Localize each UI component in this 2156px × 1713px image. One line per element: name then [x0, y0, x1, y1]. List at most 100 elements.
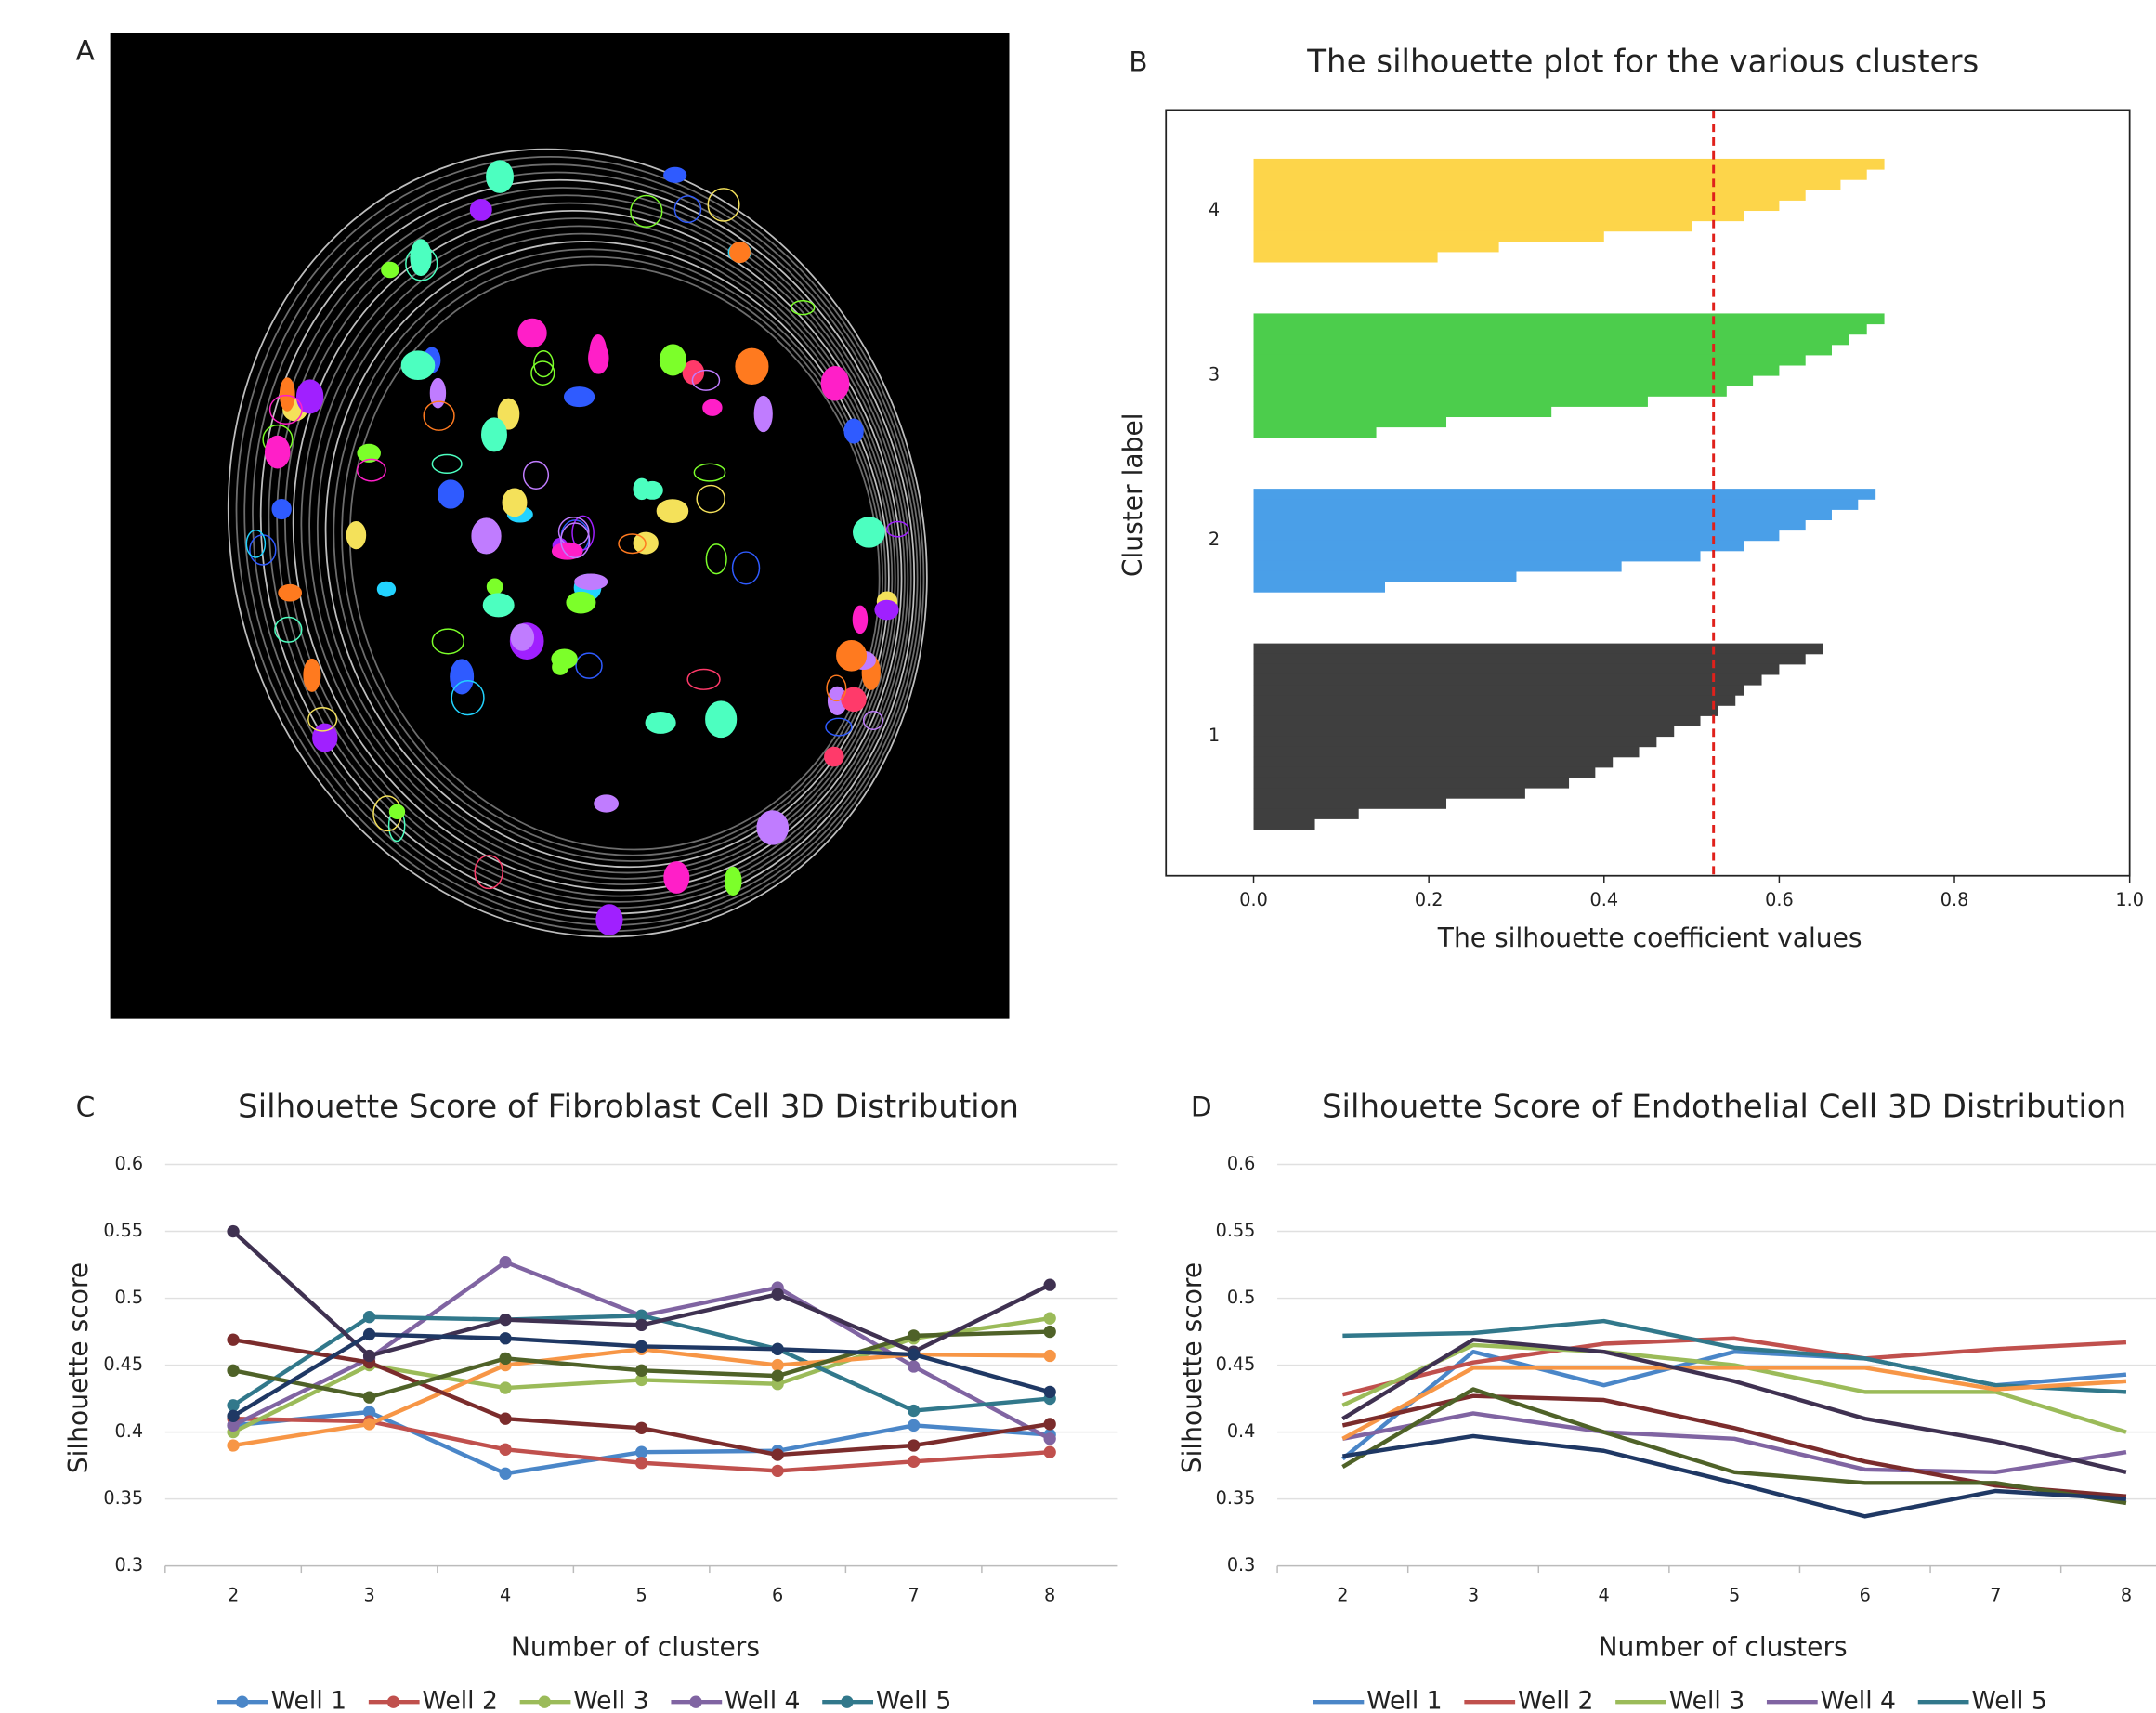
legend-label: Well 2 — [1518, 1687, 1593, 1713]
cell — [511, 624, 533, 650]
silhouette-bar — [1254, 705, 1718, 716]
cell — [825, 747, 843, 765]
x-tick-label: 3 — [1468, 1585, 1479, 1606]
silhouette-bar — [1254, 654, 1806, 665]
cell — [567, 593, 595, 613]
cell — [575, 574, 608, 589]
y-tick-label: 0.35 — [1216, 1487, 1256, 1509]
data-point — [499, 1444, 511, 1456]
cell — [565, 387, 595, 407]
x-tick-label: 8 — [1044, 1585, 1055, 1606]
data-point — [635, 1457, 647, 1469]
silhouette-bar — [1254, 242, 1499, 253]
silhouette-bar — [1254, 808, 1359, 819]
x-tick-label: 0.0 — [1239, 889, 1268, 910]
data-point — [363, 1418, 375, 1430]
silhouette-bar — [1254, 386, 1727, 397]
data-point — [363, 1350, 375, 1362]
chart-title: Silhouette Score of Fibroblast Cell 3D D… — [238, 1088, 1019, 1125]
page: A BThe silhouette plot for the various c… — [0, 0, 2156, 1713]
silhouette-bar — [1254, 818, 1315, 830]
y-tick-label: 2 — [1209, 529, 1220, 550]
cell — [657, 500, 687, 522]
data-point — [1044, 1446, 1056, 1458]
y-tick-label: 0.4 — [115, 1420, 144, 1442]
cell — [482, 418, 506, 451]
data-point — [908, 1419, 920, 1432]
cell — [589, 343, 608, 373]
silhouette-bar — [1254, 798, 1446, 809]
cell — [488, 579, 503, 595]
data-point — [1044, 1313, 1056, 1325]
x-tick-label: 7 — [1990, 1585, 2001, 1606]
data-point — [771, 1448, 783, 1460]
y-tick-label: 1 — [1209, 725, 1220, 746]
data-point — [771, 1359, 783, 1371]
x-tick-label: 8 — [2121, 1585, 2132, 1606]
cell — [378, 582, 396, 595]
cell — [266, 437, 290, 468]
cell — [683, 361, 703, 384]
x-tick-label: 3 — [363, 1585, 374, 1606]
silhouette-bar — [1254, 685, 1744, 696]
data-point — [227, 1410, 239, 1422]
legend-marker — [689, 1696, 701, 1708]
data-point — [908, 1439, 920, 1451]
silhouette-bar — [1254, 674, 1762, 686]
data-point — [227, 1399, 239, 1411]
rendered-image — [111, 33, 1028, 1029]
cell — [518, 319, 546, 347]
silhouette-bar — [1254, 252, 1438, 263]
legend-marker — [841, 1696, 853, 1708]
cell — [553, 660, 568, 674]
silhouette-bar — [1254, 561, 1622, 572]
data-point — [908, 1360, 920, 1372]
cell — [471, 200, 491, 220]
x-tick-label: 2 — [1337, 1585, 1348, 1606]
legend-label: Well 1 — [271, 1687, 346, 1713]
cell — [401, 351, 434, 379]
data-point — [499, 1413, 511, 1425]
silhouette-bar — [1254, 757, 1614, 768]
silhouette-bar — [1254, 582, 1385, 593]
silhouette-bar — [1254, 334, 1849, 346]
data-point — [635, 1422, 647, 1434]
cell — [483, 594, 513, 616]
x-tick-label: 0.6 — [1765, 889, 1794, 910]
cell — [595, 795, 618, 812]
y-tick-label: 0.3 — [115, 1554, 144, 1576]
silhouette-bar — [1254, 324, 1867, 335]
data-point — [771, 1369, 783, 1381]
silhouette-bar — [1254, 530, 1780, 542]
legend-label: Well 5 — [1971, 1687, 2046, 1713]
panel-letter: C — [76, 1091, 96, 1122]
cell — [854, 517, 884, 547]
silhouette-bar — [1254, 355, 1806, 366]
x-tick-label: 4 — [500, 1585, 511, 1606]
x-tick-label: 2 — [228, 1585, 239, 1606]
data-point — [1044, 1350, 1056, 1362]
cell — [703, 400, 722, 416]
y-tick-label: 0.45 — [103, 1353, 143, 1375]
data-point — [635, 1365, 647, 1377]
silhouette-bar — [1254, 737, 1657, 748]
silhouette-bar — [1254, 695, 1736, 706]
panel-letter: A — [76, 35, 95, 67]
cell — [346, 522, 365, 549]
cell — [730, 242, 750, 263]
y-tick-label: 0.6 — [1227, 1153, 1256, 1174]
silhouette-bar — [1254, 726, 1675, 737]
chart-title: The silhouette plot for the various clus… — [1306, 44, 1979, 81]
y-tick-label: 0.55 — [1216, 1220, 1256, 1241]
cell — [757, 811, 788, 844]
data-point — [499, 1332, 511, 1344]
data-point — [908, 1456, 920, 1468]
silhouette-bar — [1254, 231, 1604, 242]
silhouette-bar — [1254, 509, 1832, 520]
x-tick-label: 7 — [908, 1585, 920, 1606]
x-tick-label: 5 — [1729, 1585, 1740, 1606]
data-point — [363, 1391, 375, 1403]
data-point — [908, 1405, 920, 1417]
silhouette-bar — [1254, 767, 1596, 778]
y-tick-label: 0.55 — [103, 1220, 143, 1241]
